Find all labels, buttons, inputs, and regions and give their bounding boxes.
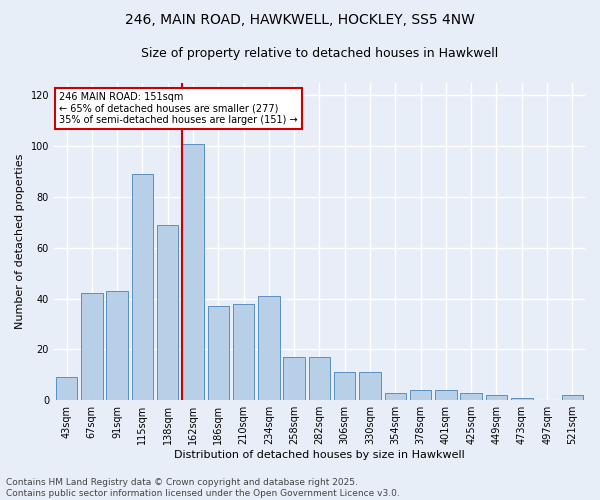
Bar — [258, 296, 280, 400]
Bar — [208, 306, 229, 400]
Bar — [283, 357, 305, 400]
Bar — [81, 294, 103, 400]
Bar — [410, 390, 431, 400]
X-axis label: Distribution of detached houses by size in Hawkwell: Distribution of detached houses by size … — [174, 450, 465, 460]
Bar — [435, 390, 457, 400]
Bar — [131, 174, 153, 400]
Bar — [460, 392, 482, 400]
Bar — [56, 378, 77, 400]
Text: Contains HM Land Registry data © Crown copyright and database right 2025.
Contai: Contains HM Land Registry data © Crown c… — [6, 478, 400, 498]
Y-axis label: Number of detached properties: Number of detached properties — [15, 154, 25, 329]
Bar — [182, 144, 204, 400]
Bar — [359, 372, 381, 400]
Text: 246, MAIN ROAD, HAWKWELL, HOCKLEY, SS5 4NW: 246, MAIN ROAD, HAWKWELL, HOCKLEY, SS5 4… — [125, 12, 475, 26]
Bar — [511, 398, 533, 400]
Title: Size of property relative to detached houses in Hawkwell: Size of property relative to detached ho… — [141, 48, 498, 60]
Bar — [385, 392, 406, 400]
Bar — [309, 357, 330, 400]
Bar — [334, 372, 355, 400]
Text: 246 MAIN ROAD: 151sqm
← 65% of detached houses are smaller (277)
35% of semi-det: 246 MAIN ROAD: 151sqm ← 65% of detached … — [59, 92, 298, 125]
Bar — [486, 395, 507, 400]
Bar — [562, 395, 583, 400]
Bar — [106, 291, 128, 400]
Bar — [157, 225, 178, 400]
Bar — [233, 304, 254, 400]
